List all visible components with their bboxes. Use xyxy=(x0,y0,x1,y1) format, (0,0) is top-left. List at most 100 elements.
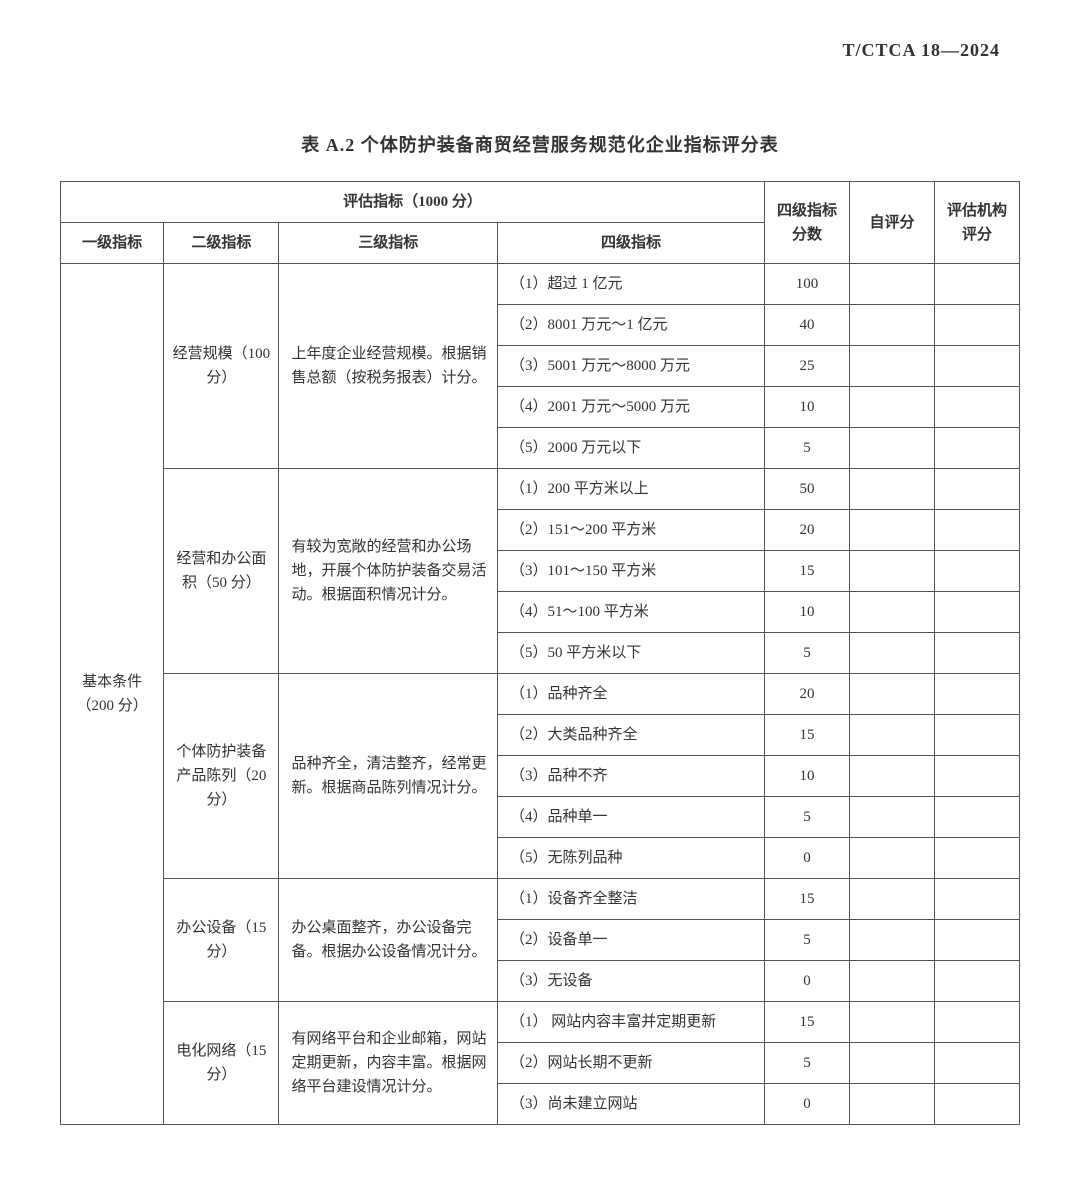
header-l1: 一级指标 xyxy=(61,223,164,264)
self-score-cell xyxy=(850,305,935,346)
table-body: 基本条件（200 分）经营规模（100 分）上年度企业经营规模。根据销售总额（按… xyxy=(61,264,1020,1125)
agency-score-cell xyxy=(934,469,1019,510)
agency-score-cell xyxy=(934,387,1019,428)
self-score-cell xyxy=(850,1043,935,1084)
agency-score-cell xyxy=(934,428,1019,469)
agency-score-cell xyxy=(934,1084,1019,1125)
score-cell: 15 xyxy=(765,1002,850,1043)
level4-cell: （1）设备齐全整洁 xyxy=(497,879,764,920)
level4-cell: （3）品种不齐 xyxy=(497,756,764,797)
score-cell: 15 xyxy=(765,551,850,592)
agency-score-cell xyxy=(934,1043,1019,1084)
level2-cell: 电化网络（15 分） xyxy=(164,1002,279,1125)
level4-cell: （1）200 平方米以上 xyxy=(497,469,764,510)
agency-score-cell xyxy=(934,264,1019,305)
self-score-cell xyxy=(850,428,935,469)
level2-cell: 经营和办公面积（50 分） xyxy=(164,469,279,674)
score-cell: 50 xyxy=(765,469,850,510)
level4-cell: （2）网站长期不更新 xyxy=(497,1043,764,1084)
score-cell: 40 xyxy=(765,305,850,346)
self-score-cell xyxy=(850,510,935,551)
level2-cell: 经营规模（100 分） xyxy=(164,264,279,469)
self-score-cell xyxy=(850,592,935,633)
level4-cell: （4）2001 万元～5000 万元 xyxy=(497,387,764,428)
score-cell: 15 xyxy=(765,715,850,756)
self-score-cell xyxy=(850,387,935,428)
self-score-cell xyxy=(850,469,935,510)
level4-cell: （1）超过 1 亿元 xyxy=(497,264,764,305)
level4-cell: （5）无陈列品种 xyxy=(497,838,764,879)
level3-cell: 上年度企业经营规模。根据销售总额（按税务报表）计分。 xyxy=(279,264,498,469)
agency-score-cell xyxy=(934,756,1019,797)
agency-score-cell xyxy=(934,346,1019,387)
self-score-cell xyxy=(850,838,935,879)
score-cell: 25 xyxy=(765,346,850,387)
agency-score-cell xyxy=(934,592,1019,633)
header-l2: 二级指标 xyxy=(164,223,279,264)
level3-cell: 品种齐全，清洁整齐，经常更新。根据商品陈列情况计分。 xyxy=(279,674,498,879)
level4-cell: （3）5001 万元～8000 万元 xyxy=(497,346,764,387)
header-self-score: 自评分 xyxy=(850,182,935,264)
level3-cell: 办公桌面整齐，办公设备完备。根据办公设备情况计分。 xyxy=(279,879,498,1002)
agency-score-cell xyxy=(934,1002,1019,1043)
score-cell: 100 xyxy=(765,264,850,305)
agency-score-cell xyxy=(934,838,1019,879)
agency-score-cell xyxy=(934,551,1019,592)
self-score-cell xyxy=(850,674,935,715)
self-score-cell xyxy=(850,551,935,592)
scoring-table: 评估指标（1000 分） 四级指标分数 自评分 评估机构评分 一级指标 二级指标… xyxy=(60,181,1020,1125)
self-score-cell xyxy=(850,797,935,838)
self-score-cell xyxy=(850,756,935,797)
header-eval-index: 评估指标（1000 分） xyxy=(61,182,765,223)
level4-cell: （5）2000 万元以下 xyxy=(497,428,764,469)
table-row: 基本条件（200 分）经营规模（100 分）上年度企业经营规模。根据销售总额（按… xyxy=(61,264,1020,305)
level4-cell: （3）无设备 xyxy=(497,961,764,1002)
score-cell: 5 xyxy=(765,428,850,469)
level3-cell: 有网络平台和企业邮箱，网站定期更新，内容丰富。根据网络平台建设情况计分。 xyxy=(279,1002,498,1125)
self-score-cell xyxy=(850,715,935,756)
level4-cell: （1）品种齐全 xyxy=(497,674,764,715)
agency-score-cell xyxy=(934,305,1019,346)
agency-score-cell xyxy=(934,879,1019,920)
level4-cell: （2）设备单一 xyxy=(497,920,764,961)
agency-score-cell xyxy=(934,797,1019,838)
score-cell: 0 xyxy=(765,838,850,879)
table-row: 个体防护装备产品陈列（20 分）品种齐全，清洁整齐，经常更新。根据商品陈列情况计… xyxy=(61,674,1020,715)
self-score-cell xyxy=(850,920,935,961)
doc-code: T/CTCA 18—2024 xyxy=(60,40,1000,61)
level3-cell: 有较为宽敞的经营和办公场地，开展个体防护装备交易活动。根据面积情况计分。 xyxy=(279,469,498,674)
level2-cell: 个体防护装备产品陈列（20 分） xyxy=(164,674,279,879)
level2-cell: 办公设备（15 分） xyxy=(164,879,279,1002)
self-score-cell xyxy=(850,1002,935,1043)
score-cell: 15 xyxy=(765,879,850,920)
header-l4-score: 四级指标分数 xyxy=(765,182,850,264)
agency-score-cell xyxy=(934,510,1019,551)
self-score-cell xyxy=(850,264,935,305)
header-agency-score: 评估机构评分 xyxy=(934,182,1019,264)
agency-score-cell xyxy=(934,715,1019,756)
score-cell: 20 xyxy=(765,510,850,551)
self-score-cell xyxy=(850,346,935,387)
score-cell: 10 xyxy=(765,592,850,633)
self-score-cell xyxy=(850,879,935,920)
score-cell: 5 xyxy=(765,797,850,838)
agency-score-cell xyxy=(934,674,1019,715)
level4-cell: （3）101～150 平方米 xyxy=(497,551,764,592)
level4-cell: （1） 网站内容丰富并定期更新 xyxy=(497,1002,764,1043)
table-row: 电化网络（15 分）有网络平台和企业邮箱，网站定期更新，内容丰富。根据网络平台建… xyxy=(61,1002,1020,1043)
level4-cell: （4）品种单一 xyxy=(497,797,764,838)
self-score-cell xyxy=(850,961,935,1002)
score-cell: 10 xyxy=(765,387,850,428)
score-cell: 0 xyxy=(765,1084,850,1125)
self-score-cell xyxy=(850,633,935,674)
agency-score-cell xyxy=(934,961,1019,1002)
table-row: 经营和办公面积（50 分）有较为宽敞的经营和办公场地，开展个体防护装备交易活动。… xyxy=(61,469,1020,510)
level4-cell: （2）8001 万元～1 亿元 xyxy=(497,305,764,346)
table-row: 办公设备（15 分）办公桌面整齐，办公设备完备。根据办公设备情况计分。（1）设备… xyxy=(61,879,1020,920)
score-cell: 5 xyxy=(765,920,850,961)
score-cell: 5 xyxy=(765,1043,850,1084)
header-l3: 三级指标 xyxy=(279,223,498,264)
level4-cell: （2）大类品种齐全 xyxy=(497,715,764,756)
agency-score-cell xyxy=(934,920,1019,961)
level1-cell: 基本条件（200 分） xyxy=(61,264,164,1125)
